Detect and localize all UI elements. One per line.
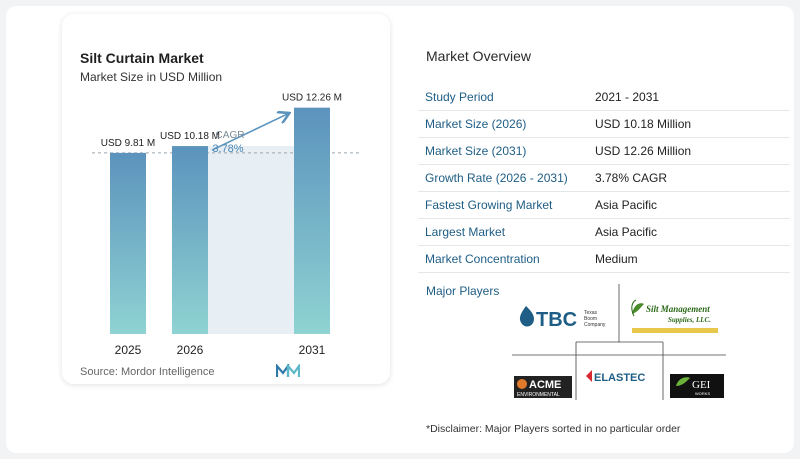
overview-row-value: Medium — [595, 252, 638, 266]
bar-data-label: USD 12.26 M — [282, 93, 342, 104]
overview-row-label: Market Size (2031) — [425, 144, 527, 158]
overview-row: Fastest Growing Market Asia Pacific — [418, 192, 790, 219]
svg-text:Company: Company — [584, 322, 606, 328]
bar-2025 — [110, 152, 146, 334]
growth-band — [208, 146, 294, 334]
overview-row-label: Growth Rate (2026 - 2031) — [425, 171, 568, 185]
chart-card: Silt Curtain Market Market Size in USD M… — [62, 14, 390, 384]
overview-row-value: 3.78% CAGR — [595, 171, 668, 185]
overview-row-value: Asia Pacific — [595, 198, 658, 212]
overview-row-value: USD 10.18 Million — [595, 117, 692, 131]
silt-management-text: Silt Management — [646, 304, 710, 314]
x-tick-label: 2031 — [299, 343, 326, 357]
bar-chart: USD 9.81 M 2025 USD 10.18 M 2026 USD 12.26 M… — [92, 93, 362, 357]
cagr-value: 3.78% — [212, 143, 243, 155]
chart-title: Silt Curtain Market — [80, 50, 204, 66]
overview-row-label: Fastest Growing Market — [425, 198, 553, 212]
acme-text: ACME — [529, 379, 561, 391]
silt-management-logo: Silt Management Supplies, LLC. — [631, 299, 718, 333]
x-tick-label: 2026 — [177, 343, 204, 357]
acme-subtext: ENVIRONMENTAL — [517, 392, 560, 398]
elastec-text: ELASTEC — [594, 372, 645, 384]
disclaimer-note: *Disclaimer: Major Players sorted in no … — [426, 423, 681, 435]
elastec-logo: ELASTEC — [586, 370, 645, 384]
overview-row: Study Period 2021 - 2031 — [418, 84, 790, 111]
overview-row-value: 2021 - 2031 — [595, 90, 660, 104]
acme-logo: ACME ENVIRONMENTAL — [514, 376, 572, 398]
major-players-label: Major Players — [426, 284, 500, 298]
bar-2031 — [294, 107, 330, 335]
overview-row-label: Market Size (2026) — [425, 117, 527, 131]
overview-row: Market Size (2031) USD 12.26 Million — [418, 138, 790, 165]
mordor-logo-icon — [276, 364, 300, 377]
market-overview-title: Market Overview — [426, 48, 532, 64]
source-note: Source: Mordor Intelligence — [80, 366, 215, 378]
overview-row-label: Largest Market — [425, 225, 506, 239]
gei-logo: GEI WORKS — [670, 374, 724, 398]
overview-row-value: USD 12.26 Million — [595, 144, 692, 158]
tbc-logo: TBC Texas Boom Company — [519, 306, 606, 331]
bar-data-label: USD 9.81 M — [101, 138, 155, 149]
chart-subtitle: Market Size in USD Million — [80, 70, 223, 84]
overview-row: Market Size (2026) USD 10.18 Million — [418, 111, 790, 138]
overview-row: Largest Market Asia Pacific — [418, 219, 790, 246]
svg-text:Texas: Texas — [584, 310, 598, 316]
overview-row: Market Concentration Medium — [418, 246, 790, 273]
cagr-arrow — [211, 114, 288, 151]
overview-row-value: Asia Pacific — [595, 225, 658, 239]
silt-management-subtext: Supplies, LLC. — [668, 316, 711, 324]
overview-row-label: Study Period — [425, 90, 494, 104]
tbc-text: TBC — [536, 309, 577, 331]
cagr-label: CAGR — [216, 130, 245, 141]
gei-subtext: WORKS — [695, 391, 710, 396]
svg-text:Boom: Boom — [584, 316, 597, 322]
major-players-logos: TBC Texas Boom Company Silt Management S… — [512, 284, 726, 400]
bar-data-label: USD 10.18 M — [160, 131, 220, 142]
overview-row: Growth Rate (2026 - 2031) 3.78% CAGR — [418, 165, 790, 192]
overview-row-label: Market Concentration — [425, 252, 540, 266]
gei-text: GEI — [692, 379, 711, 391]
x-tick-label: 2025 — [115, 343, 142, 357]
bar-2026 — [172, 146, 208, 334]
market-overview-table: Study Period 2021 - 2031 Market Size (2026… — [418, 84, 790, 273]
